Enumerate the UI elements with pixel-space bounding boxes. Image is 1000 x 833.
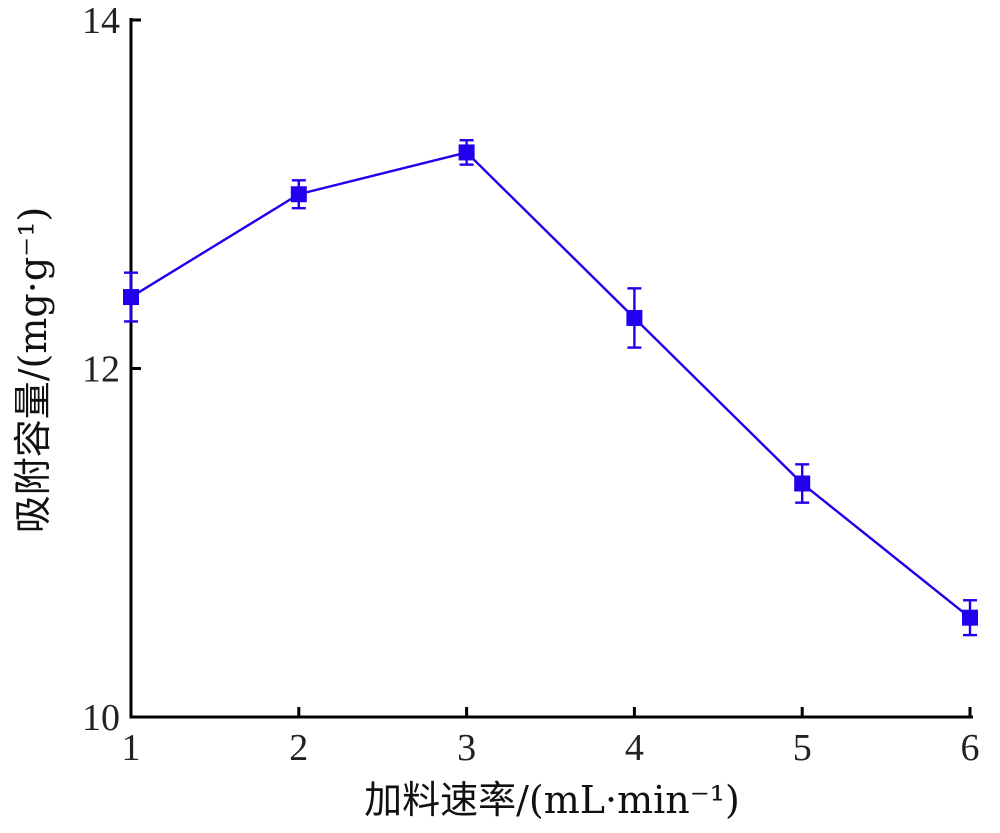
series	[123, 139, 978, 637]
data-point	[962, 609, 978, 626]
y-tick-label: 10	[82, 697, 120, 739]
y-tick-label: 12	[82, 349, 120, 391]
data-point	[123, 289, 139, 306]
axes	[129, 18, 973, 719]
data-point	[290, 186, 307, 203]
data-point	[626, 309, 643, 326]
x-tick-label: 5	[793, 727, 812, 769]
x-tick-label: 2	[289, 727, 308, 769]
y-axis-title: 吸附容量/(mg·g⁻¹)	[11, 207, 55, 534]
x-tick-label: 6	[961, 727, 980, 769]
data-point	[794, 475, 811, 492]
series-line	[130, 151, 971, 619]
x-tick-label: 1	[122, 727, 141, 769]
y-tick-label: 14	[82, 0, 120, 42]
x-tick-label: 4	[625, 727, 644, 769]
x-tick-label: 3	[457, 727, 476, 769]
x-axis-title: 加料速率/(mL·min⁻¹)	[364, 778, 740, 822]
data-point	[458, 144, 475, 161]
